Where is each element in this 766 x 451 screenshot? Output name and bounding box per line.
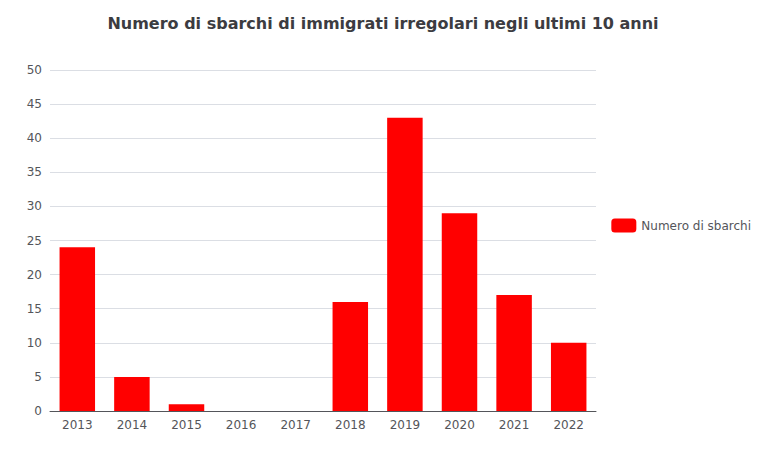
svg-text:45: 45 xyxy=(27,97,42,111)
svg-text:20: 20 xyxy=(27,268,42,282)
svg-text:2020: 2020 xyxy=(444,418,475,432)
svg-text:Numero di sbarchi di immigrati: Numero di sbarchi di immigrati irregolar… xyxy=(107,14,658,33)
svg-text:30: 30 xyxy=(27,199,42,213)
svg-text:2017: 2017 xyxy=(280,418,311,432)
svg-text:25: 25 xyxy=(27,234,42,248)
svg-text:2018: 2018 xyxy=(335,418,366,432)
svg-text:2021: 2021 xyxy=(499,418,530,432)
svg-text:35: 35 xyxy=(27,165,42,179)
svg-text:2016: 2016 xyxy=(226,418,257,432)
svg-text:40: 40 xyxy=(27,131,42,145)
svg-text:15: 15 xyxy=(27,302,42,316)
svg-text:50: 50 xyxy=(27,63,42,77)
svg-text:Numero di sbarchi: Numero di sbarchi xyxy=(641,219,751,233)
svg-text:0: 0 xyxy=(34,404,42,418)
svg-text:2022: 2022 xyxy=(553,418,584,432)
svg-text:2015: 2015 xyxy=(171,418,202,432)
svg-text:2013: 2013 xyxy=(62,418,93,432)
svg-text:2019: 2019 xyxy=(390,418,421,432)
svg-text:10: 10 xyxy=(27,336,42,350)
svg-text:5: 5 xyxy=(34,370,42,384)
svg-text:2014: 2014 xyxy=(117,418,148,432)
